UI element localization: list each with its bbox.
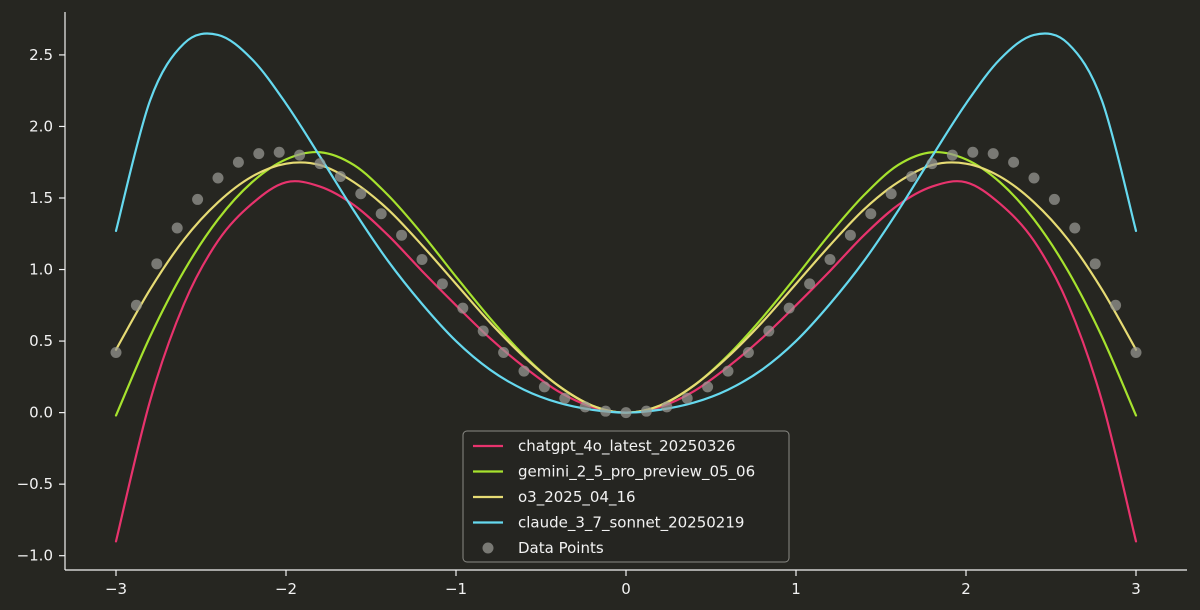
x-tick-label: 2 [961,580,971,598]
legend-label: Data Points [518,539,604,557]
data-point [640,405,652,417]
data-point [477,325,489,337]
legend-label: gemini_2_5_pro_preview_05_06 [518,463,755,482]
y-tick-label: 1.5 [29,189,53,207]
legend-label: o3_2025_04_16 [518,488,636,507]
data-point [742,347,754,359]
data-point [212,172,224,184]
data-point [1130,347,1142,359]
y-tick-label: 2.5 [29,46,53,64]
data-point [253,148,265,160]
data-point [110,347,122,359]
legend-label: claude_3_7_sonnet_20250219 [518,514,744,533]
data-point [783,302,795,314]
data-point [538,381,550,393]
y-tick-label: 0.0 [29,404,53,422]
x-tick-label: 3 [1131,580,1141,598]
x-tick-label: 1 [791,580,801,598]
data-point [926,158,938,170]
data-point [1110,299,1122,311]
data-point [600,405,612,417]
x-tick-label: −1 [445,580,467,598]
data-point [579,401,591,413]
x-tick-label: −2 [275,580,297,598]
data-point [987,148,999,160]
data-point [171,222,183,234]
data-point [681,392,693,404]
data-point [661,401,673,413]
data-point [702,381,714,393]
data-point [334,171,346,183]
data-point [1089,258,1101,270]
legend-swatch [482,542,494,554]
series-line-claude_3_7_sonnet_20250219 [114,32,1138,414]
data-point [946,149,958,161]
data-point [518,365,530,377]
data-point [824,254,836,266]
data-point [722,365,734,377]
y-tick-label: −1.0 [17,547,53,565]
data-point [130,299,142,311]
data-point [620,407,632,419]
data-point [1008,156,1020,168]
data-point [294,149,306,161]
data-point [559,392,571,404]
legend-box [462,430,790,563]
data-point [314,158,326,170]
data-point [355,188,367,200]
data-point [967,146,979,158]
data-point [436,278,448,290]
x-tick-label: 0 [621,580,631,598]
data-point [885,188,897,200]
data-point [906,171,918,183]
data-point [844,229,856,241]
data-point [232,156,244,168]
legend-label: chatgpt_4o_latest_20250326 [518,437,736,456]
data-point [151,258,163,270]
y-tick-label: 1.0 [29,261,53,279]
data-point [273,146,285,158]
data-point [498,347,510,359]
data-point [192,193,204,205]
data-point [1069,222,1081,234]
y-tick-label: 0.5 [29,332,53,350]
data-point [396,229,408,241]
data-point [804,278,816,290]
data-point [416,254,428,266]
y-tick-label: 2.0 [29,117,53,135]
data-point [457,302,469,314]
data-point [1048,193,1060,205]
data-point [865,208,877,220]
series-line-o3_2025_04_16 [114,161,1138,414]
data-point [375,208,387,220]
y-tick-label: −0.5 [17,475,53,493]
data-point [1028,172,1040,184]
data-point [763,325,775,337]
x-tick-label: −3 [105,580,127,598]
